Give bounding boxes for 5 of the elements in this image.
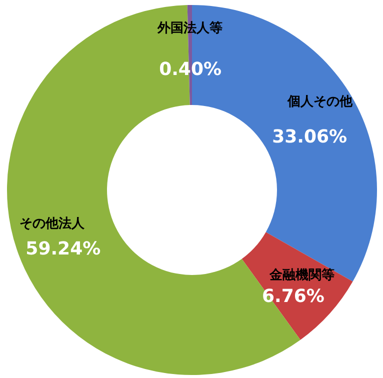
data-label: 59.24% <box>26 238 101 260</box>
slice-label: 金融機関等 <box>268 268 335 283</box>
slice-label: その他法人 <box>19 216 86 232</box>
slice-label: 個人その他 <box>286 94 354 110</box>
data-label: 33.06% <box>272 126 348 148</box>
